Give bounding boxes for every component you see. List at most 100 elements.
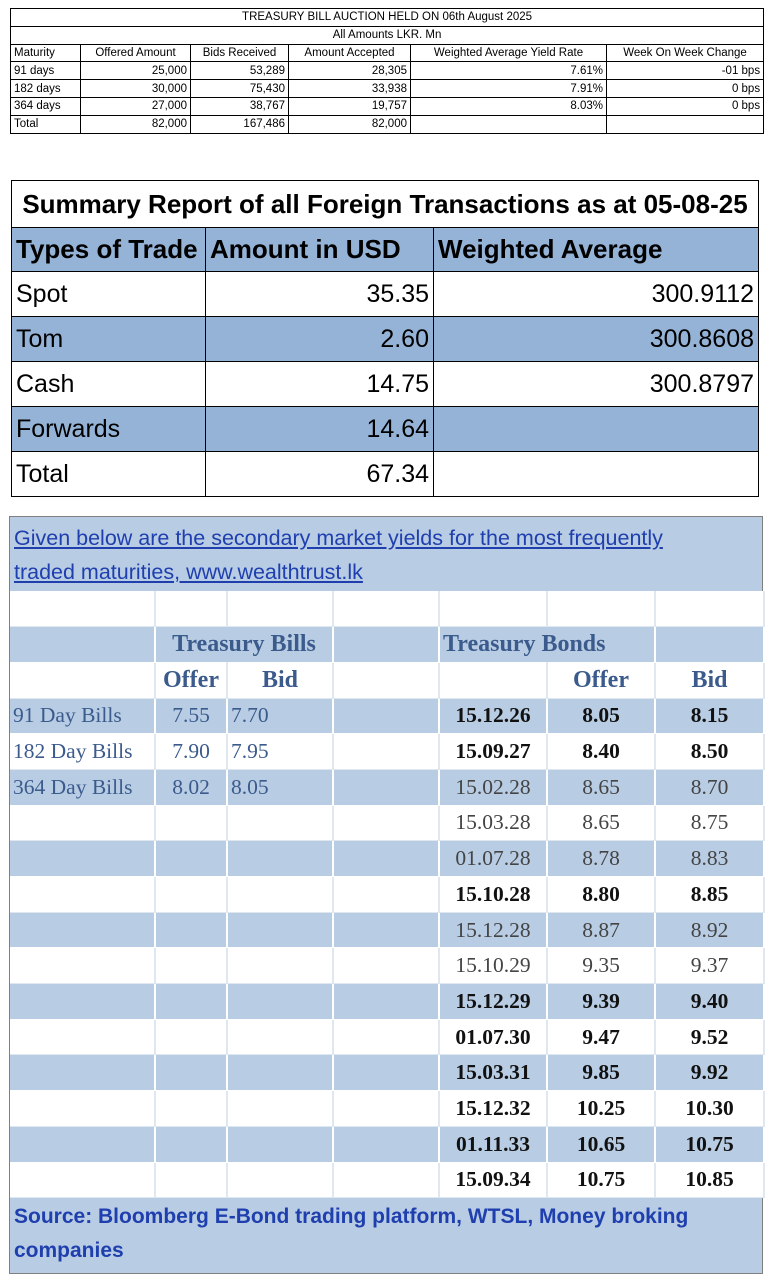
bond-bid: 8.83 — [655, 840, 765, 877]
yields-empty-cell — [655, 626, 765, 663]
yields-empty-cell — [227, 1090, 334, 1127]
bill-bid: 7.70 — [227, 698, 334, 735]
auction-maturity: 91 days — [10, 61, 81, 81]
yields-empty-cell — [10, 805, 156, 842]
bond-maturity: 15.03.28 — [439, 805, 548, 842]
yields-empty-cell — [10, 983, 156, 1020]
bond-maturity: 15.03.31 — [439, 1054, 548, 1092]
bond-offer: 9.47 — [547, 1019, 656, 1056]
auction-total-change-empty — [605, 114, 765, 134]
fx-header-amount: Amount in USD — [205, 227, 434, 272]
yields-empty-cell — [333, 947, 440, 985]
bond-maturity: 15.12.26 — [439, 698, 548, 735]
yields-empty-cell — [10, 876, 156, 913]
yields-empty-cell — [333, 1126, 440, 1163]
yields-empty-cell — [333, 840, 440, 877]
yields-row: 01.07.30 9.47 9.52 — [10, 1019, 765, 1056]
bond-bid: 10.30 — [655, 1090, 765, 1127]
bond-maturity: 15.10.28 — [439, 876, 548, 913]
bond-bid: 10.75 — [655, 1126, 765, 1163]
bill-bid: 8.05 — [227, 769, 334, 806]
fx-amount: 2.60 — [205, 316, 434, 362]
bill-offer: 7.90 — [155, 733, 228, 770]
auction-yield: 7.91% — [410, 79, 607, 98]
yields-empty-cell — [333, 1019, 440, 1056]
fx-type: Total — [11, 451, 206, 497]
yields-row: 15.12.29 9.39 9.40 — [10, 983, 765, 1020]
yields-empty-cell — [155, 947, 228, 985]
bond-bid: 8.85 — [655, 876, 765, 913]
yields-row: 91 Day Bills 7.55 7.70 15.12.26 8.05 8.15 — [10, 698, 765, 735]
bill-name: 364 Day Bills — [10, 769, 156, 806]
auction-offered: 30,000 — [80, 79, 191, 98]
yields-column-header-row: Offer Bid Offer Bid — [10, 662, 765, 699]
bond-bid: 9.52 — [655, 1019, 765, 1056]
bill-bid: 7.95 — [227, 733, 334, 770]
auction-total-yield-empty — [410, 114, 607, 134]
yields-row: 15.03.28 8.65 8.75 — [10, 805, 765, 842]
fx-row: Forwards 14.64 — [11, 406, 760, 452]
yields-empty-cell — [333, 1090, 440, 1127]
yields-empty-cell — [655, 591, 765, 628]
auction-total-bids: 167,486 — [190, 114, 289, 134]
auction-header-row: Maturity Offered Amount Bids Received Am… — [10, 43, 765, 63]
yields-empty-cell — [227, 947, 334, 985]
bill-offer: 7.55 — [155, 698, 228, 735]
auction-yield: 7.61% — [410, 61, 607, 81]
yields-section-header-row: Treasury Bills Treasury Bonds — [10, 626, 765, 663]
bond-offer: 8.78 — [547, 840, 656, 877]
fx-type: Forwards — [11, 406, 206, 452]
yields-empty-cell — [333, 662, 440, 699]
yields-empty-cell — [227, 1054, 334, 1092]
auction-header-accepted: Amount Accepted — [288, 43, 411, 63]
bills-offer-header: Offer — [155, 662, 228, 699]
fx-type: Spot — [11, 271, 206, 317]
yields-empty-cell — [155, 1054, 228, 1092]
auction-header-maturity: Maturity — [10, 43, 81, 63]
yields-row: 15.12.32 10.25 10.30 — [10, 1090, 765, 1127]
yields-empty-cell — [10, 1019, 156, 1056]
yields-empty-cell — [10, 1162, 156, 1199]
auction-offered: 27,000 — [80, 96, 191, 116]
auction-accepted: 33,938 — [288, 79, 411, 98]
yields-intro: Given below are the secondary market yie… — [10, 517, 762, 591]
secondary-market-yields-panel: Given below are the secondary market yie… — [9, 516, 765, 1274]
yields-empty-cell — [155, 591, 228, 628]
auction-row: 91 days 25,000 53,289 28,305 7.61% -01 b… — [10, 61, 765, 81]
yields-empty-cell — [333, 626, 440, 663]
yields-empty-cell — [227, 1019, 334, 1056]
bond-offer: 8.65 — [547, 805, 656, 842]
fx-type: Tom — [11, 316, 206, 362]
yields-empty-cell — [155, 912, 228, 949]
bond-maturity: 15.09.34 — [439, 1162, 548, 1199]
fx-header-wavg: Weighted Average — [432, 227, 760, 272]
yields-spacer-row — [10, 591, 765, 628]
yields-empty-cell — [10, 1054, 156, 1092]
yields-empty-cell — [10, 1090, 156, 1127]
bond-maturity: 15.12.28 — [439, 912, 548, 949]
bond-offer: 8.05 — [547, 698, 656, 735]
yields-empty-cell — [547, 591, 656, 628]
bonds-header: Treasury Bonds — [439, 626, 656, 663]
bond-maturity: 15.12.29 — [439, 983, 548, 1020]
auction-total-offered: 82,000 — [80, 114, 191, 134]
bond-offer: 9.39 — [547, 983, 656, 1020]
bill-name: 182 Day Bills — [10, 733, 156, 770]
auction-row: 182 days 30,000 75,430 33,938 7.91% 0 bp… — [10, 79, 765, 98]
bond-maturity: 15.02.28 — [439, 769, 548, 806]
foreign-transactions-table: Summary Report of all Foreign Transactio… — [10, 180, 760, 497]
auction-header-yield: Weighted Average Yield Rate — [410, 43, 607, 63]
bond-offer: 9.35 — [547, 947, 656, 985]
yields-intro-line2-link[interactable]: traded maturities, www.wealthtrust.lk — [14, 560, 363, 584]
auction-row: 364 days 27,000 38,767 19,757 8.03% 0 bp… — [10, 96, 765, 116]
yields-empty-cell — [439, 662, 548, 699]
auction-total-row: Total 82,000 167,486 82,000 — [10, 114, 765, 134]
yields-empty-cell — [155, 983, 228, 1020]
yields-empty-cell — [10, 591, 156, 628]
yields-empty-cell — [155, 1126, 228, 1163]
auction-bids: 53,289 — [190, 61, 289, 81]
yields-empty-cell — [227, 805, 334, 842]
yields-empty-cell — [10, 947, 156, 985]
yields-empty-cell — [333, 591, 440, 628]
auction-maturity: 182 days — [10, 79, 81, 98]
